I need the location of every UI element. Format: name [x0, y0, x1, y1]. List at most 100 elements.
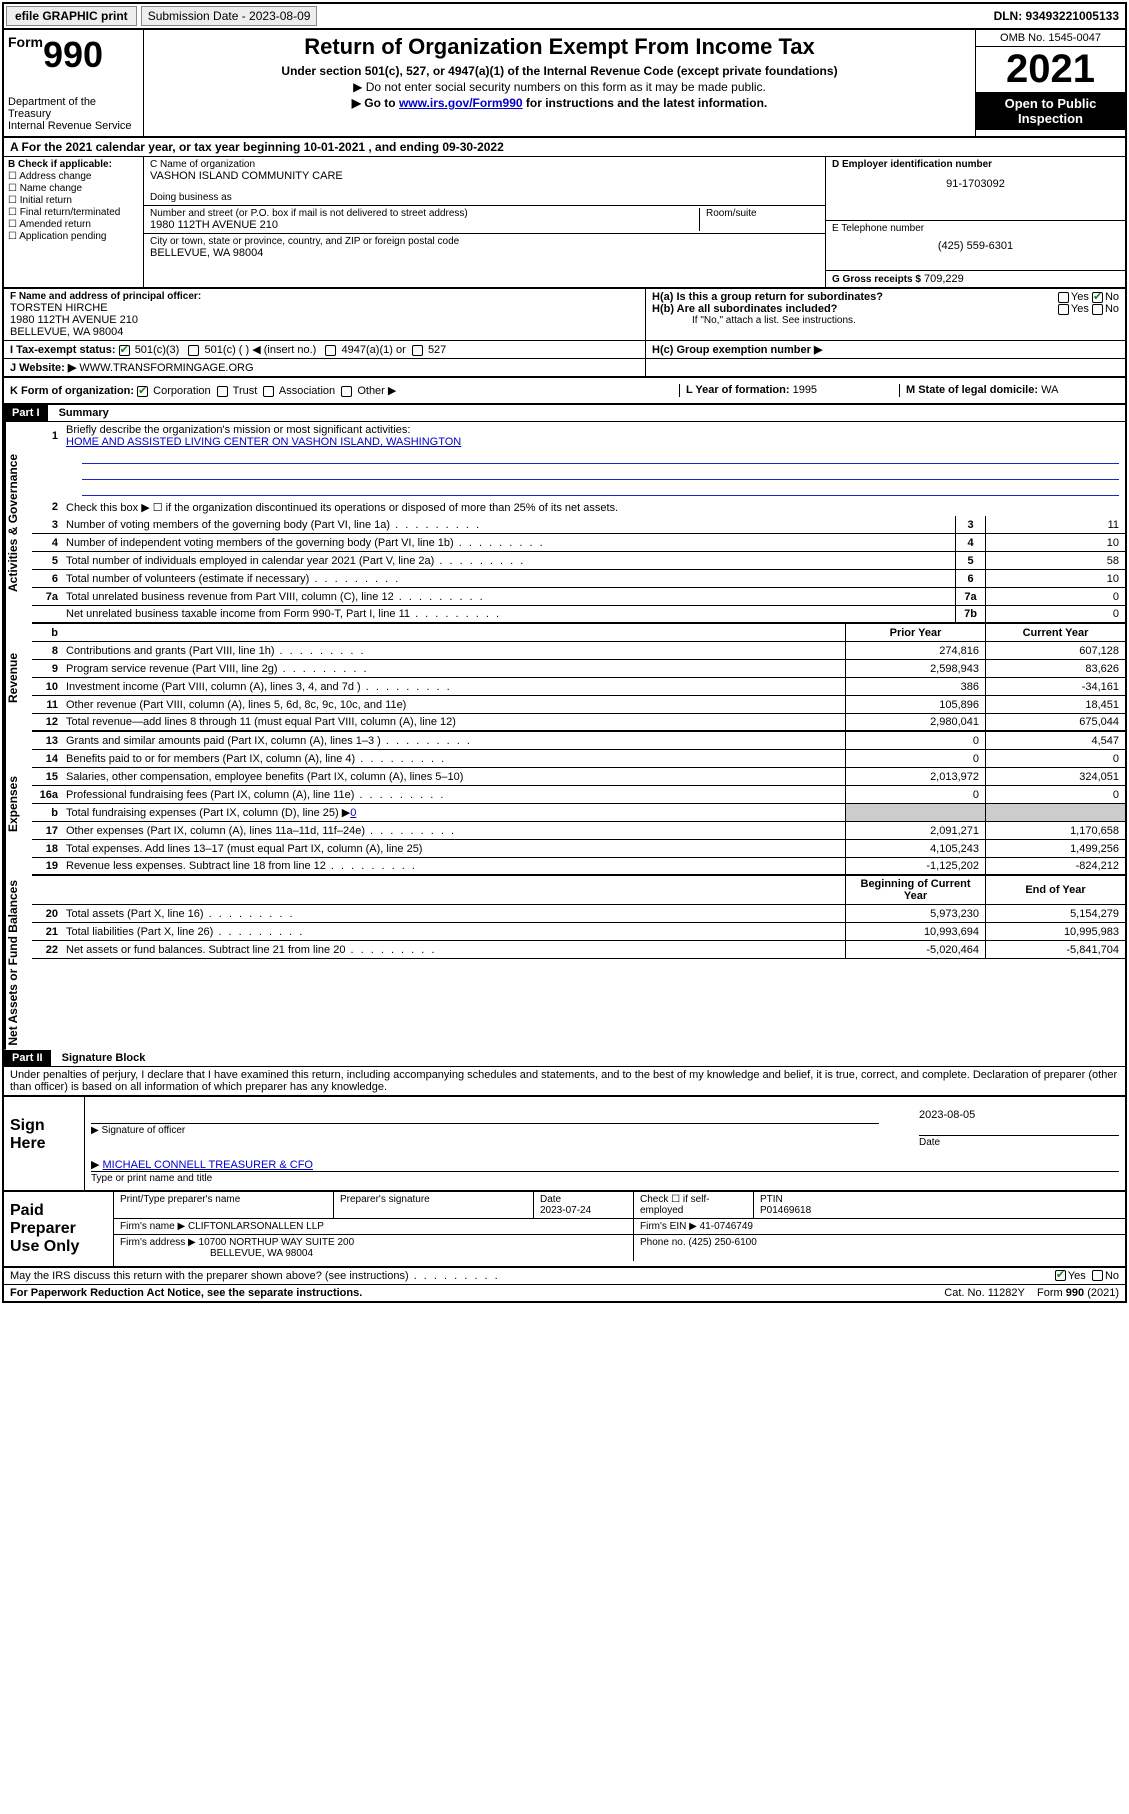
- discuss-no-box[interactable]: [1092, 1270, 1103, 1281]
- chk-app-pending[interactable]: ☐ Application pending: [8, 231, 139, 242]
- prep-ptin: P01469618: [760, 1205, 811, 1216]
- goto-pre: ▶ Go to: [352, 96, 399, 110]
- line-10-num: 10: [32, 681, 62, 693]
- street-label: Number and street (or P.O. box if mail i…: [150, 208, 699, 219]
- tax-year: 2021: [976, 47, 1125, 92]
- line-6-box: 6: [955, 570, 985, 587]
- line-1-num: 1: [32, 430, 62, 442]
- prep-h4[interactable]: Check ☐ if self-employed: [634, 1192, 754, 1218]
- form-subtitle: Under section 501(c), 527, or 4947(a)(1)…: [152, 64, 967, 78]
- line-7b-box: 7b: [955, 606, 985, 622]
- chk-4947[interactable]: [325, 345, 336, 356]
- row-j-label: J Website: ▶: [10, 362, 76, 374]
- chk-501c3[interactable]: [119, 345, 130, 356]
- h-a-no-box[interactable]: [1092, 292, 1103, 303]
- line-9-curr: 83,626: [985, 660, 1125, 677]
- hdr-end: End of Year: [985, 876, 1125, 904]
- opt-501c3: 501(c)(3): [135, 344, 180, 356]
- line-5-num: 5: [32, 555, 62, 567]
- line-1-value[interactable]: HOME AND ASSISTED LIVING CENTER ON VASHO…: [66, 436, 461, 448]
- line-14-prior: 0: [845, 750, 985, 767]
- line-16b-num: b: [32, 807, 62, 819]
- opt-4947: 4947(a)(1) or: [342, 344, 406, 356]
- summary-expenses: Expenses 13Grants and similar amounts pa…: [4, 732, 1125, 876]
- line-19-num: 19: [32, 860, 62, 872]
- discuss-yes-box[interactable]: [1055, 1270, 1066, 1281]
- line-7a-desc: Total unrelated business revenue from Pa…: [62, 589, 955, 605]
- penalties-text: Under penalties of perjury, I declare th…: [4, 1067, 1125, 1095]
- line-21-curr: 10,995,983: [985, 923, 1125, 940]
- efile-print-button[interactable]: efile GRAPHIC print: [6, 6, 137, 26]
- chk-amended[interactable]: ☐ Amended return: [8, 219, 139, 230]
- line-3-num: 3: [32, 519, 62, 531]
- chk-address-change[interactable]: ☐ Address change: [8, 171, 139, 182]
- chk-corp[interactable]: [137, 386, 148, 397]
- form-note-ssn: ▶ Do not enter social security numbers o…: [152, 80, 967, 94]
- line-22-prior: -5,020,464: [845, 941, 985, 958]
- org-name: VASHON ISLAND COMMUNITY CARE: [150, 170, 819, 182]
- line-15-num: 15: [32, 771, 62, 783]
- footer-mid: Cat. No. 11282Y: [944, 1287, 1025, 1299]
- officer-addr1: 1980 112TH AVENUE 210: [10, 314, 639, 326]
- firm-addr2: BELLEVUE, WA 98004: [120, 1248, 313, 1259]
- box-b-header: B Check if applicable:: [8, 159, 139, 170]
- box-d-label: D Employer identification number: [832, 159, 1119, 170]
- website-value: WWW.TRANSFORMINGAGE.ORG: [79, 362, 253, 374]
- sig-date-label: Date: [919, 1137, 940, 1148]
- vtab-governance: Activities & Governance: [4, 422, 32, 624]
- chk-trust[interactable]: [217, 386, 228, 397]
- discuss-row: May the IRS discuss this return with the…: [4, 1268, 1125, 1285]
- vtab-expenses: Expenses: [4, 732, 32, 876]
- chk-501c[interactable]: [188, 345, 199, 356]
- line-11-prior: 105,896: [845, 696, 985, 713]
- firm-ein: 41-0746749: [700, 1221, 753, 1232]
- h-b-no-box[interactable]: [1092, 304, 1103, 315]
- chk-initial-return[interactable]: ☐ Initial return: [8, 195, 139, 206]
- firm-phone: (425) 250-6100: [688, 1237, 756, 1248]
- line-20-prior: 5,973,230: [845, 905, 985, 922]
- h-a-no: No: [1105, 291, 1119, 303]
- footer-right: Form 990 (2021): [1037, 1287, 1119, 1299]
- h-b-yes-box[interactable]: [1058, 304, 1069, 315]
- city-label: City or town, state or province, country…: [150, 236, 819, 247]
- submission-date: Submission Date - 2023-08-09: [141, 6, 318, 26]
- year-formation: 1995: [793, 384, 817, 396]
- line-9-desc: Program service revenue (Part VIII, line…: [62, 661, 845, 677]
- line-14-curr: 0: [985, 750, 1125, 767]
- chk-assoc[interactable]: [263, 386, 274, 397]
- dept-treasury: Department of the Treasury Internal Reve…: [8, 96, 139, 132]
- line-7b-val: 0: [985, 606, 1125, 622]
- line-16b-desc: Total fundraising expenses (Part IX, col…: [62, 804, 845, 821]
- form-header: Form990 Department of the Treasury Inter…: [4, 30, 1125, 138]
- chk-final-return[interactable]: ☐ Final return/terminated: [8, 207, 139, 218]
- h-a-yes-box[interactable]: [1058, 292, 1069, 303]
- prep-h3: Date: [540, 1194, 561, 1205]
- chk-name-change[interactable]: ☐ Name change: [8, 183, 139, 194]
- opt-corp: Corporation: [153, 385, 210, 397]
- line-13-num: 13: [32, 735, 62, 747]
- ruleline-3: [82, 482, 1119, 496]
- discuss-no: No: [1105, 1270, 1119, 1282]
- line-12-num: 12: [32, 716, 62, 728]
- footer-left: For Paperwork Reduction Act Notice, see …: [10, 1287, 362, 1299]
- line-11-num: 11: [32, 699, 62, 711]
- line-14-desc: Benefits paid to or for members (Part IX…: [62, 751, 845, 767]
- line-9-num: 9: [32, 663, 62, 675]
- line-5-val: 58: [985, 552, 1125, 569]
- chk-other[interactable]: [341, 386, 352, 397]
- sign-here-block: Sign Here ▶ Signature of officer 2023-08…: [4, 1095, 1125, 1190]
- opt-527: 527: [428, 344, 446, 356]
- line-5-desc: Total number of individuals employed in …: [62, 553, 955, 569]
- firm-addr-label: Firm's address ▶: [120, 1237, 196, 1248]
- row-i-hc: I Tax-exempt status: 501(c)(3) 501(c) ( …: [4, 341, 1125, 359]
- line-16b-curr: [985, 804, 1125, 821]
- open-inspection: Open to Public Inspection: [976, 92, 1125, 130]
- irs-link[interactable]: www.irs.gov/Form990: [399, 96, 523, 110]
- gross-receipts: 709,229: [924, 273, 964, 285]
- vtab-netassets: Net Assets or Fund Balances: [4, 876, 32, 1050]
- line-2-num: 2: [32, 501, 62, 513]
- line-7a-box: 7a: [955, 588, 985, 605]
- h-a: H(a) Is this a group return for subordin…: [652, 291, 1119, 303]
- h-b-label: H(b) Are all subordinates included?: [652, 303, 837, 315]
- chk-527[interactable]: [412, 345, 423, 356]
